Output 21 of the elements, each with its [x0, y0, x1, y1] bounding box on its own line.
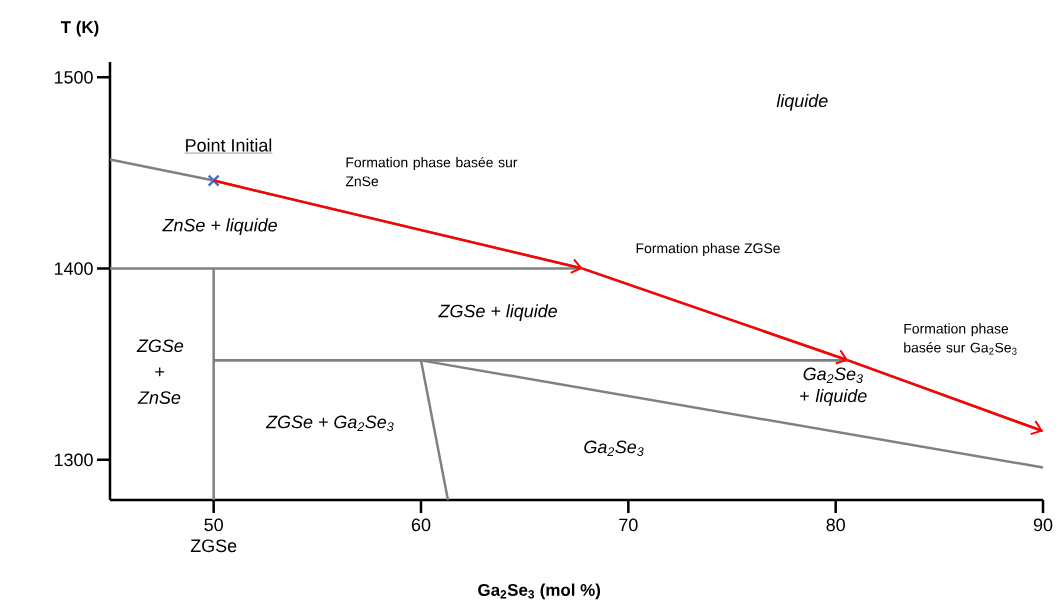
x-axis-title: Ga$_{2}$Se$_{3}$ (mol %): [478, 583, 601, 600]
annotation: Ga$_{2}$Se$_{3}$ + liquide: [800, 367, 867, 406]
x-tick-label: 70: [619, 518, 638, 532]
annotation: ZGSe + liquide: [438, 304, 558, 321]
y-axis-title: T (K): [60, 20, 99, 37]
annotation: Ga$_{2}$Se$_{3}$: [584, 440, 644, 457]
annotation: Point Initial: [186, 138, 272, 152]
x-tick-label: 80: [826, 518, 845, 532]
y-tick-label: 1300: [54, 453, 93, 467]
x-tick-label: 50 ZGSe: [190, 518, 237, 553]
annotation: ZnSe + liquide: [162, 218, 277, 236]
y-tick-label: 1500: [54, 70, 93, 84]
annotation: Formation phase ZGSe: [636, 242, 780, 256]
annotation: Formation phase basée sur Ga$_{2}$Se$_{3}$: [904, 323, 1017, 355]
x-tick-label: 60: [411, 518, 431, 532]
y-tick-label: 1400: [54, 262, 93, 275]
x-tick-label: 90: [1033, 518, 1053, 532]
annotation: ZGSe + ZnSe: [136, 339, 184, 404]
annotation: Formation phase basée sur ZnSe: [345, 156, 518, 187]
annotation: liquide: [776, 93, 828, 111]
annotation: ZGSe + Ga$_{2}$Se$_{3}$: [265, 415, 394, 432]
